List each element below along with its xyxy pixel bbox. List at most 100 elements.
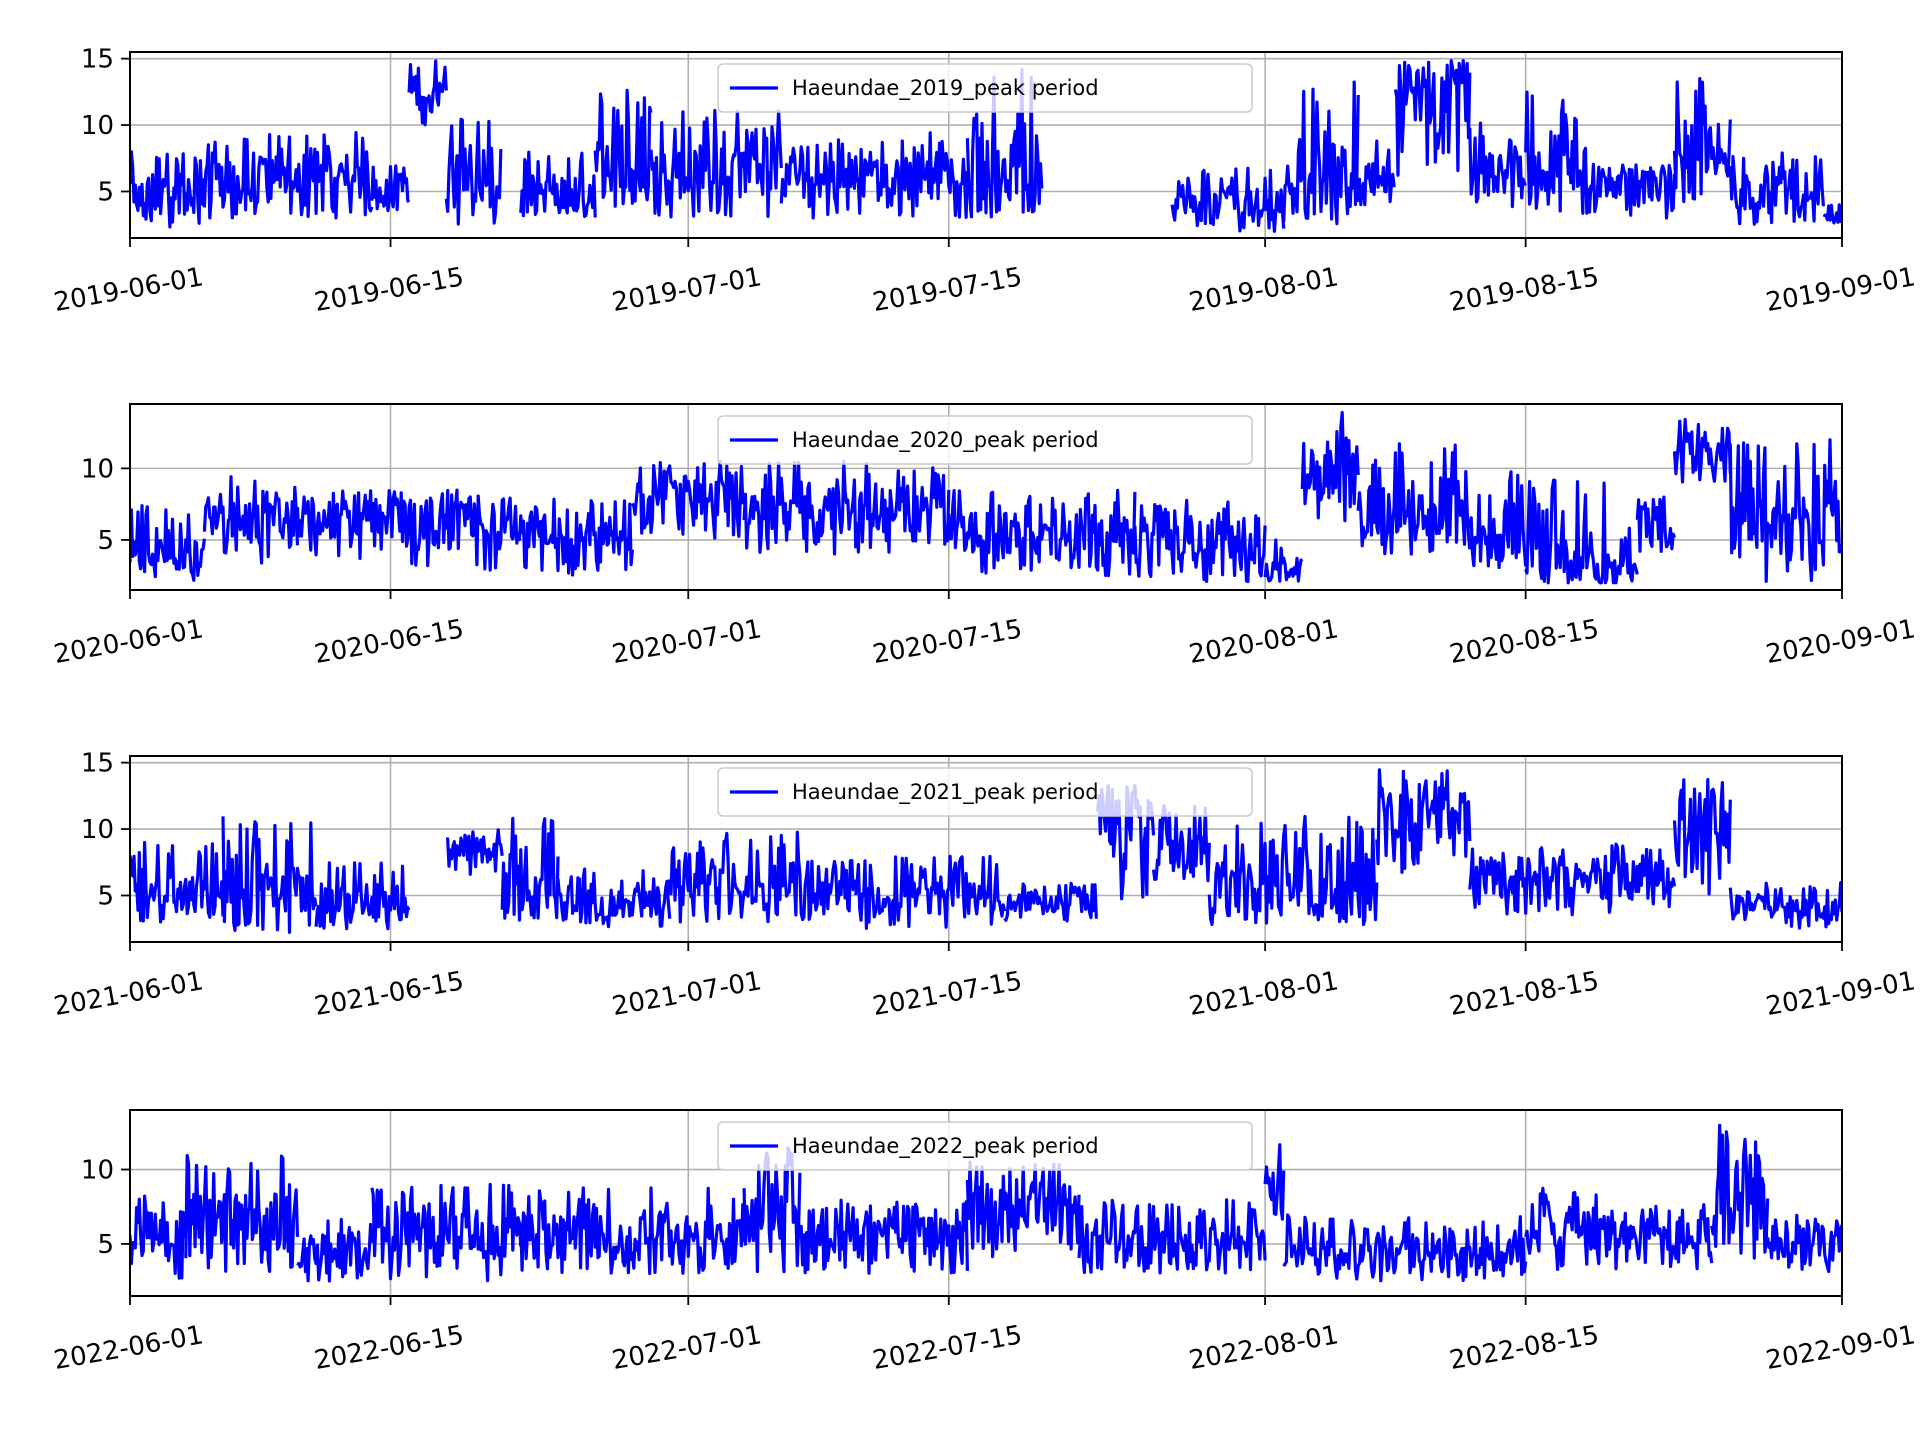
- axes-frame: [129, 755, 1843, 943]
- legend-label: Haeundae_2019_peak period: [792, 76, 1099, 101]
- series-segment: [202, 475, 300, 565]
- series-segment: [296, 1217, 374, 1283]
- series-segment: [1710, 1123, 1770, 1260]
- x-tick-label: 2021-08-01: [1187, 966, 1341, 1022]
- legend-box: [717, 767, 1253, 817]
- legend: Haeundae_2022_peak period: [717, 1121, 1253, 1171]
- legend: Haeundae_2020_peak period: [717, 415, 1253, 465]
- series-segment: [519, 150, 597, 218]
- series-segment: [130, 1194, 188, 1280]
- series-segment: [1133, 498, 1267, 584]
- y-tick-label: 10: [81, 454, 114, 484]
- series-segment: [1207, 814, 1379, 927]
- series-segment: [1598, 163, 1677, 220]
- series-segment: [1728, 151, 1825, 226]
- y-tick-label: 15: [81, 749, 114, 779]
- series-segment: [891, 131, 969, 219]
- axes-frame: [129, 403, 1843, 591]
- series-segment: [798, 1198, 969, 1275]
- series-segment: [1263, 1143, 1286, 1221]
- series-line: [130, 410, 1842, 585]
- series-segment: [1300, 410, 1360, 523]
- legend: Haeundae_2021_peak period: [717, 767, 1253, 817]
- series-segment: [947, 488, 1137, 578]
- series-segment: [1635, 495, 1676, 553]
- series-segment: [1672, 417, 1732, 484]
- x-tick-label: 2022-06-01: [52, 1320, 206, 1376]
- y-tick-label: 5: [97, 178, 114, 208]
- y-tick-label: 10: [81, 1156, 114, 1186]
- series-segment: [500, 816, 560, 922]
- legend: Haeundae_2019_peak period: [717, 63, 1253, 113]
- series-segment: [1077, 1198, 1267, 1275]
- y-tick-label: 15: [81, 45, 114, 75]
- series-line: [130, 59, 1842, 233]
- series-segment: [130, 840, 225, 924]
- x-tick-label: 2021-08-15: [1447, 966, 1601, 1022]
- series-segment: [1672, 77, 1732, 204]
- series-segment: [1598, 1203, 1714, 1271]
- x-tick-label: 2019-06-01: [52, 262, 206, 318]
- legend-box: [717, 415, 1253, 465]
- legend-label: Haeundae_2020_peak period: [792, 428, 1099, 453]
- x-tick-label: 2022-07-15: [870, 1320, 1024, 1376]
- series-segment: [965, 68, 1044, 219]
- series-segment: [314, 861, 411, 931]
- series-segment: [407, 59, 448, 127]
- x-tick-label: 2019-06-15: [312, 262, 466, 318]
- series-segment: [1375, 768, 1472, 874]
- series-segment: [854, 854, 1007, 930]
- series-segment: [1263, 538, 1304, 583]
- series-segment: [1672, 778, 1732, 896]
- x-tick-label: 2019-09-01: [1764, 262, 1918, 318]
- series-segment: [258, 131, 374, 220]
- series-segment: [649, 108, 783, 219]
- series-segment: [1468, 842, 1677, 917]
- axes-frame: [129, 1109, 1843, 1297]
- x-tick-label: 2022-08-15: [1447, 1320, 1601, 1376]
- series-segment: [184, 1154, 300, 1273]
- series-segment: [1282, 80, 1360, 226]
- series-segment: [130, 504, 206, 582]
- series-segment: [202, 137, 262, 220]
- series-segment: [370, 164, 411, 213]
- legend-label: Haeundae_2021_peak period: [792, 780, 1099, 805]
- series-segment: [519, 1186, 746, 1276]
- x-tick-label: 2021-06-15: [312, 966, 466, 1022]
- legend-box: [717, 63, 1253, 113]
- subplot-3: 2021-06-01 2021-06-15 2021-07-01 2021-07-15…: [52, 749, 1918, 1022]
- x-tick-label: 2022-08-01: [1187, 1320, 1341, 1376]
- subplot-4: 2022-06-01 2022-06-15 2022-07-01 2022-07-15…: [52, 1109, 1918, 1376]
- x-tick-label: 2019-08-15: [1447, 262, 1601, 318]
- x-tick-label: 2019-07-01: [610, 262, 764, 318]
- series-segment: [1822, 203, 1842, 225]
- series-segment: [1766, 1213, 1842, 1274]
- series-segment: [445, 828, 504, 876]
- series-segment: [1468, 470, 1528, 570]
- x-tick-label: 2022-06-15: [312, 1320, 466, 1376]
- y-tick-label: 10: [81, 111, 114, 141]
- axes-frame: [129, 51, 1843, 239]
- series-segment: [1151, 804, 1211, 883]
- x-tick-label: 2020-08-01: [1187, 614, 1341, 670]
- x-tick-label: 2022-07-01: [610, 1320, 764, 1376]
- series-segment: [295, 488, 486, 568]
- x-tick-label: 2020-09-01: [1764, 614, 1918, 670]
- series-line: [130, 768, 1842, 934]
- series-segment: [1728, 881, 1842, 930]
- series-segment: [1728, 438, 1842, 583]
- series-segment: [221, 816, 318, 934]
- series-segment: [1282, 1213, 1528, 1283]
- x-tick-label: 2020-07-01: [610, 614, 764, 670]
- series-segment: [1468, 121, 1528, 209]
- series-segment: [556, 867, 672, 929]
- series-segment: [482, 496, 634, 577]
- series-segment: [1170, 166, 1286, 233]
- x-tick-label: 2021-07-15: [870, 966, 1024, 1022]
- series-segment: [1356, 139, 1396, 207]
- x-tick-label: 2021-06-01: [52, 966, 206, 1022]
- x-tick-label: 2020-06-15: [312, 614, 466, 670]
- series-segment: [668, 830, 858, 924]
- series-segment: [444, 117, 503, 226]
- x-tick-label: 2020-07-15: [870, 614, 1024, 670]
